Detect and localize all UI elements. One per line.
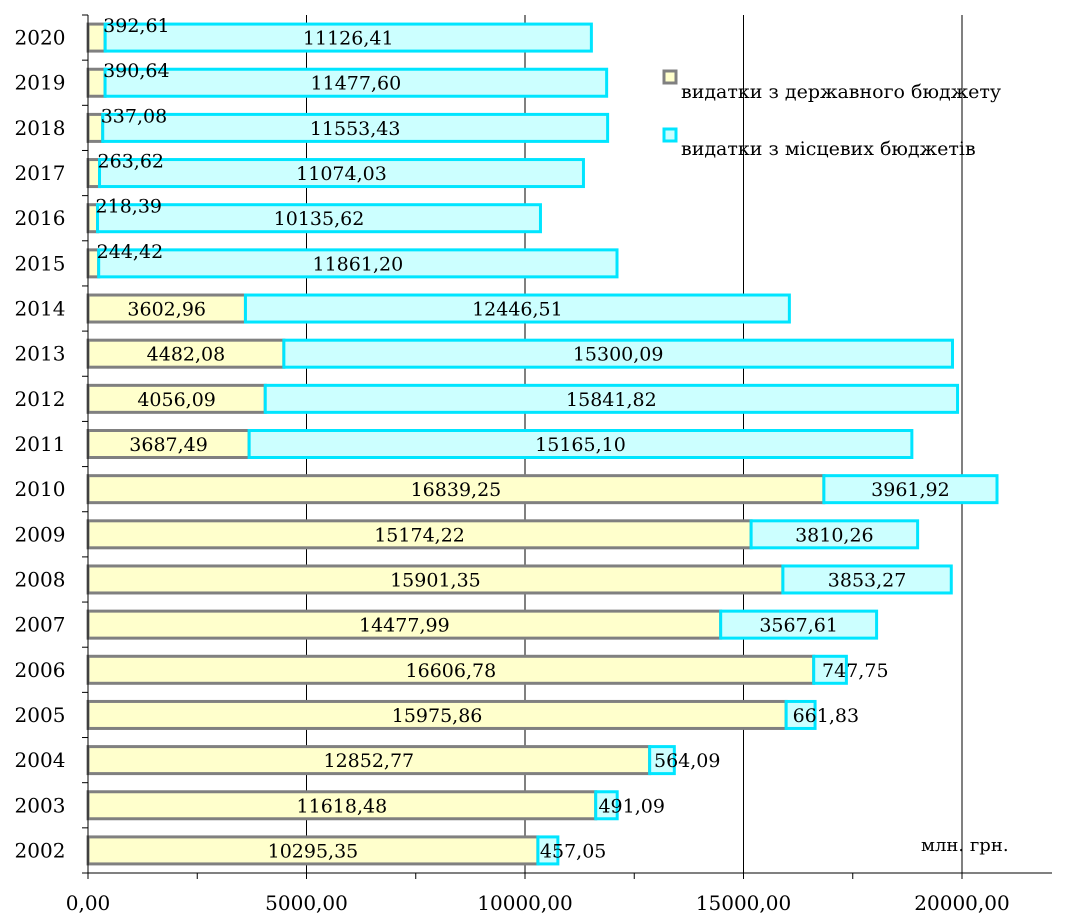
bar-local-budget — [103, 22, 593, 53]
legend-label-local-budget: видатки з місцевих бюджетів — [681, 138, 976, 160]
value-label-local-budget: 15300,09 — [573, 344, 664, 366]
value-label-local-budget: 491,09 — [598, 795, 664, 817]
category-label: 2005 — [15, 703, 66, 727]
value-label-state-budget: 15975,86 — [392, 705, 483, 727]
value-label-state-budget: 10295,35 — [268, 840, 359, 862]
category-label: 2016 — [15, 206, 66, 230]
bar-local-budget — [822, 474, 999, 505]
value-label-local-budget: 11126,41 — [303, 28, 394, 50]
value-label-state-budget: 14477,99 — [359, 615, 450, 637]
x-tick-label: 10000,00 — [477, 891, 572, 915]
value-label-local-budget: 11074,03 — [296, 163, 387, 185]
bar-local-budget — [96, 203, 542, 234]
value-label-state-budget: 15174,22 — [374, 524, 465, 546]
bar-state-budget — [86, 609, 723, 640]
bar-local-budget — [648, 745, 676, 776]
value-label-local-budget: 11861,20 — [313, 253, 404, 275]
category-label: 2017 — [15, 161, 66, 185]
value-label-state-budget: 3687,49 — [129, 434, 208, 456]
category-label: 2015 — [15, 251, 66, 275]
legend-label-state-budget: видатки з державного бюджету — [681, 81, 1001, 103]
value-label-local-budget: 11553,43 — [310, 118, 401, 140]
x-tick-label: 0,00 — [66, 891, 111, 915]
value-label-local-budget: 3810,26 — [795, 524, 874, 546]
category-label: 2002 — [15, 838, 66, 862]
value-label-state-budget: 390,64 — [103, 60, 169, 82]
category-label: 2019 — [15, 71, 66, 95]
category-label: 2009 — [15, 522, 66, 546]
category-label: 2011 — [15, 432, 66, 456]
legend: видатки з державного бюджету видатки з м… — [662, 69, 1001, 160]
value-label-local-budget: 11477,60 — [311, 73, 402, 95]
bar-local-budget — [243, 293, 791, 324]
x-tick-label: 20000,00 — [914, 891, 1009, 915]
value-label-local-budget: 10135,62 — [274, 208, 365, 230]
category-label: 2010 — [15, 477, 66, 501]
unit-label: млн. грн. — [921, 835, 1009, 856]
category-label: 2014 — [15, 297, 66, 321]
value-label-local-budget: 3567,61 — [759, 615, 838, 637]
category-label: 2013 — [15, 342, 66, 366]
bar-local-budget — [594, 790, 619, 821]
value-label-state-budget: 15901,35 — [390, 569, 481, 591]
value-label-state-budget: 16839,25 — [411, 479, 502, 501]
legend-swatch-state-budget — [662, 69, 678, 85]
category-label: 2008 — [15, 567, 66, 591]
x-tick-label: 5000,00 — [265, 891, 348, 915]
bar-local-budget — [719, 609, 879, 640]
bar-local-budget — [781, 564, 953, 595]
value-label-local-budget: 12446,51 — [472, 299, 563, 321]
category-label: 2004 — [15, 748, 66, 772]
bar-state-budget — [86, 835, 540, 866]
value-label-state-budget: 337,08 — [101, 105, 167, 127]
value-label-local-budget: 3853,27 — [828, 569, 907, 591]
value-label-local-budget: 564,09 — [654, 750, 720, 772]
value-label-local-budget: 457,05 — [540, 840, 606, 862]
category-label: 2006 — [15, 658, 66, 682]
bars — [86, 22, 999, 866]
x-tick-label: 15000,00 — [696, 891, 791, 915]
value-label-state-budget: 263,62 — [98, 151, 164, 173]
value-label-local-budget: 661,83 — [793, 705, 859, 727]
bar-local-budget — [282, 338, 954, 369]
bar-local-budget — [98, 158, 585, 189]
category-label: 2007 — [15, 613, 66, 637]
value-label-local-budget: 15165,10 — [535, 434, 626, 456]
bar-local-budget — [536, 835, 560, 866]
category-label: 2018 — [15, 116, 66, 140]
bar-local-budget — [263, 383, 960, 414]
bar-local-budget — [749, 519, 920, 550]
value-label-state-budget: 4056,09 — [137, 389, 216, 411]
axes: 0,00 5000,00 10000,00 15000,00 20000,00 2002 2… — [15, 14, 1052, 915]
value-label-state-budget: 16606,78 — [406, 660, 497, 682]
legend-swatch-local-budget — [662, 127, 678, 143]
bar-local-budget — [784, 699, 817, 730]
value-label-state-budget: 218,39 — [96, 196, 162, 218]
value-label-state-budget: 244,42 — [97, 241, 163, 263]
bar-state-budget — [86, 474, 826, 505]
category-label: 2003 — [15, 793, 66, 817]
value-label-state-budget: 12852,77 — [323, 750, 414, 772]
value-label-local-budget: 3961,92 — [871, 479, 950, 501]
bar-local-budget — [103, 67, 609, 98]
value-label-local-budget: 15841,82 — [566, 389, 657, 411]
bar-local-budget — [812, 654, 848, 685]
bar-local-budget — [247, 429, 914, 459]
bar-local-budget — [101, 112, 610, 143]
value-label-state-budget: 3602,96 — [127, 299, 206, 321]
category-label: 2012 — [15, 387, 66, 411]
value-label-state-budget: 392,61 — [103, 15, 169, 37]
value-labels: 10295,35 457,05 11618,48 491,09 12852,77 564,… — [96, 15, 950, 862]
category-label: 2020 — [15, 26, 66, 50]
value-label-state-budget: 11618,48 — [297, 795, 388, 817]
bar-local-budget — [97, 248, 619, 279]
bar-state-budget — [86, 383, 267, 414]
value-label-local-budget: 747,75 — [822, 660, 888, 682]
value-label-state-budget: 4482,08 — [147, 344, 226, 366]
